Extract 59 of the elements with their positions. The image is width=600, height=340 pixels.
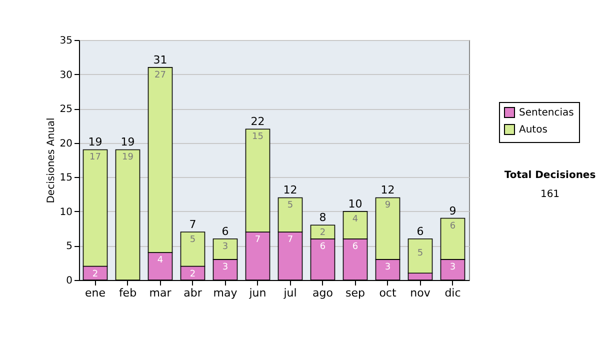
data-label: 6 [450,221,456,232]
y-tick-label: 10 [60,206,72,218]
data-label: 4 [157,256,164,266]
data-label: 7 [287,235,294,245]
data-label: 4 [352,214,358,224]
data-label: 27 [154,70,166,80]
x-tick-label: mar [149,286,172,300]
data-label: 3 [222,242,228,252]
x-tick-label: ene [84,286,106,300]
y-axis-title: Decisiones Anual [46,118,57,204]
data-label: 17 [90,152,101,163]
legend-label: Sentencias [519,108,574,118]
total-label: 6 [222,224,229,238]
total-label: 22 [250,115,265,128]
data-label: 9 [384,200,391,211]
data-label: 2 [92,269,98,280]
data-label: 3 [222,262,228,272]
y-tick-label: 20 [60,138,72,150]
data-label: 5 [287,200,294,211]
data-label: 3 [384,262,391,272]
y-tick-label: 15 [60,172,72,184]
total-label: 19 [120,136,135,149]
y-tick-label: 0 [66,276,72,286]
x-tick-label: oct [379,286,397,300]
x-tick-label: nov [410,286,431,300]
y-tick-label: 25 [60,104,72,116]
data-label: 3 [450,262,456,272]
data-label: 5 [417,248,424,259]
x-tick-label: jul [282,286,297,300]
data-label: 5 [190,235,196,245]
total-label: 12 [283,184,298,197]
x-tick-label: sep [346,286,366,300]
data-label: 2 [190,269,196,280]
x-tick-label: ago [312,286,334,300]
x-tick-label: jun [248,286,266,300]
x-tick-label: dic [444,286,461,300]
legend-label: Autos [519,124,548,136]
total-label: 6 [416,224,424,238]
total-label: 31 [153,53,168,66]
data-label: 7 [254,235,261,245]
y-tick-label: 5 [66,241,72,252]
total-label: 12 [380,184,395,197]
total-label: 7 [189,218,196,231]
x-tick-label: feb [118,286,137,300]
data-label: 2 [320,228,326,238]
x-tick-label: may [213,286,238,300]
total-label: 8 [319,211,326,224]
x-tick-label: abr [184,286,202,300]
total-label: 9 [449,204,456,218]
total-label: 19 [88,136,102,149]
y-tick-label: 30 [60,70,72,81]
data-label: 15 [252,132,264,142]
text: Total Decisiones [503,170,597,181]
data-label: 6 [320,242,326,252]
data-label: 6 [352,242,358,252]
text: 161 [539,189,561,200]
data-label: 19 [122,152,134,163]
y-tick-label: 35 [60,36,72,46]
total-label: 10 [348,197,362,210]
